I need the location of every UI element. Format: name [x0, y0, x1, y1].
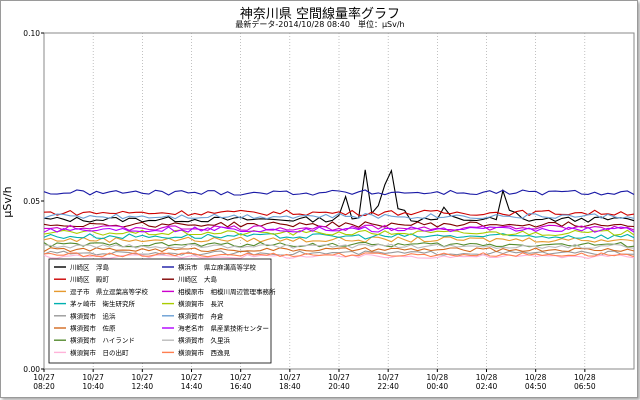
- x-tick-time: 14:40: [181, 382, 203, 391]
- x-tick-time: 12:40: [132, 382, 154, 391]
- x-tick-time: 20:40: [328, 382, 350, 391]
- x-tick-time: 06:50: [574, 382, 596, 391]
- series-line: [43, 229, 635, 237]
- x-tick-date: 10/27: [181, 373, 203, 382]
- legend-entry: 茅ヶ崎市 衛生研究所: [70, 299, 136, 308]
- x-tick-time: 04:50: [525, 382, 547, 391]
- series-line: [43, 221, 635, 228]
- series-line: [43, 226, 635, 233]
- chart-title: 神奈川県 空間線量率グラフ: [239, 7, 401, 22]
- y-axis-label: μSv/h: [1, 186, 14, 217]
- series-line: [43, 247, 635, 253]
- x-tick-date: 10/27: [82, 373, 104, 382]
- legend-entry: 横須賀市 佐原: [70, 324, 116, 333]
- x-tick-date: 10/28: [574, 373, 596, 382]
- legend-entry: 川崎区 殿町: [70, 275, 110, 284]
- x-tick-time: 16:40: [230, 382, 252, 391]
- chart-subtitle: 最新データ-2014/10/28 08:40 単位：μSv/h: [235, 20, 405, 29]
- x-tick-date: 10/27: [132, 373, 154, 382]
- series-line: [43, 233, 635, 240]
- x-tick-time: 10:40: [82, 382, 104, 391]
- legend-entry: 横須賀市 久里浜: [178, 336, 231, 345]
- legend-entry: 横須賀市 追浜: [70, 311, 116, 320]
- legend-entry: 横須賀市 長沢: [178, 299, 224, 308]
- series-line: [43, 253, 635, 259]
- y-tick-label: 0.05: [23, 197, 40, 206]
- x-tick-date: 10/27: [33, 373, 55, 382]
- x-tick-date: 10/27: [230, 373, 252, 382]
- legend-entry: 横須賀市 舟倉: [178, 311, 224, 320]
- x-tick-date: 10/28: [476, 373, 498, 382]
- x-tick-date: 10/27: [328, 373, 350, 382]
- legend-entry: 川崎区 大島: [178, 275, 218, 284]
- x-tick-time: 00:40: [427, 382, 449, 391]
- x-tick-time: 08:20: [33, 382, 55, 391]
- legend-entry: 相模原市 相模川周辺管理事務所: [178, 287, 276, 296]
- series-line: [43, 252, 635, 258]
- legend-box: [48, 258, 272, 364]
- legend-entry: 逗子市 県立逗葉高等学校: [70, 287, 149, 296]
- legend-entry: 横須賀市 日の出町: [70, 348, 129, 357]
- legend-entry: 横須賀市 西逸見: [178, 348, 231, 357]
- y-tick-label: 0.00: [23, 365, 40, 374]
- legend-entry: 川崎区 浮島: [70, 263, 110, 272]
- legend-entry: 横須賀市 ハイランド: [70, 336, 135, 345]
- x-tick-time: 18:40: [279, 382, 301, 391]
- series-line: [43, 243, 635, 249]
- series-line: [43, 209, 635, 217]
- legend-entry: 横浜市 県立麻溝高等学校: [178, 263, 257, 272]
- x-tick-date: 10/28: [427, 373, 449, 382]
- y-tick-label: 0.10: [23, 29, 40, 38]
- series-line: [44, 224, 635, 232]
- x-tick-date: 10/27: [279, 373, 301, 382]
- x-tick-time: 22:40: [377, 382, 399, 391]
- series-line: [43, 212, 635, 220]
- x-tick-time: 02:40: [476, 382, 498, 391]
- legend-entry: 海老名市 県産業技術センター: [178, 324, 269, 333]
- x-tick-date: 10/27: [377, 373, 399, 382]
- series-line: [43, 189, 635, 196]
- x-tick-date: 10/28: [525, 373, 547, 382]
